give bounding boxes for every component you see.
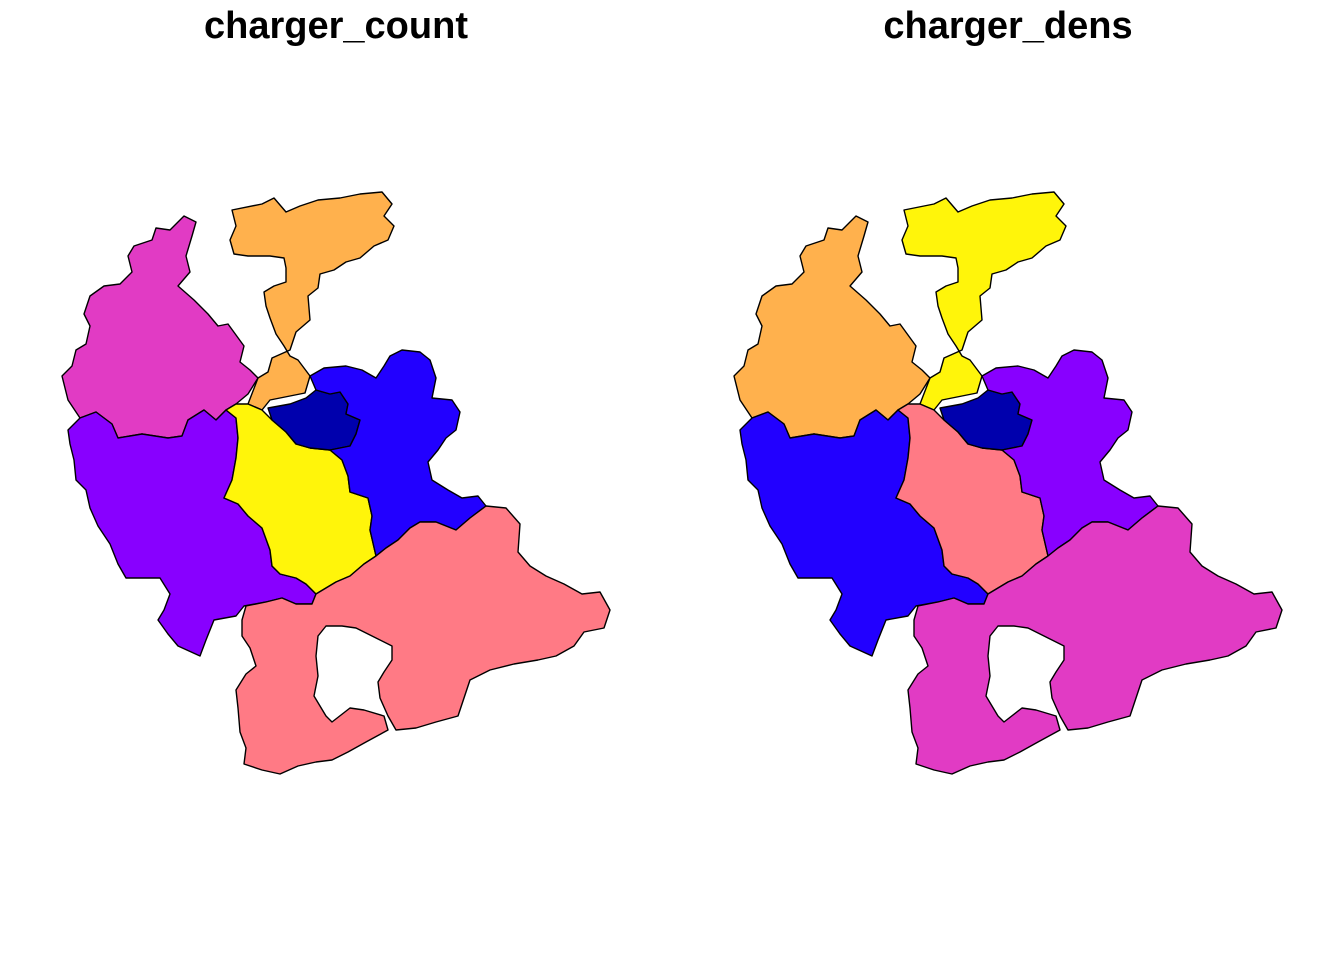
region-northwest <box>733 215 931 439</box>
region-northwest <box>61 215 259 439</box>
region-south <box>235 505 611 775</box>
region-north <box>901 191 1067 411</box>
map-panel-charger-dens: charger_dens <box>672 0 1344 960</box>
choropleth-map <box>733 191 1283 775</box>
region-north <box>229 191 395 411</box>
region-south <box>907 505 1283 775</box>
choropleth-map <box>61 191 611 775</box>
panel-title: charger_count <box>204 5 468 47</box>
panel-title: charger_dens <box>883 5 1133 47</box>
map-panel-charger-count: charger_count <box>61 5 611 775</box>
